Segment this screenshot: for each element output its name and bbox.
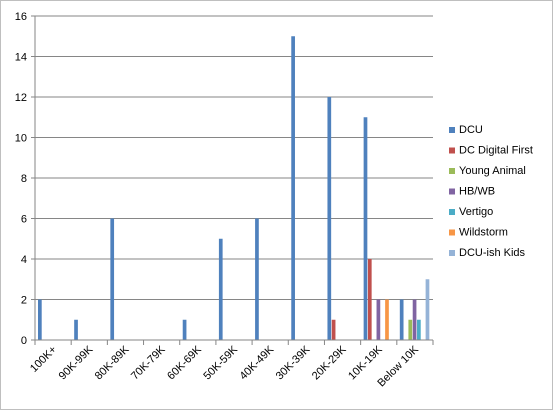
legend-label: DC Digital First [459, 145, 533, 157]
legend-label: HB/WB [459, 186, 495, 198]
x-tick-label: 90K-99K [57, 343, 96, 382]
bar [291, 36, 295, 340]
bar [385, 299, 389, 340]
y-tick-label: 8 [21, 173, 27, 185]
bar [218, 238, 223, 340]
y-tick-label: 6 [21, 214, 27, 226]
bar [38, 299, 42, 340]
y-tick-label: 12 [15, 92, 27, 104]
bar [425, 279, 430, 340]
bar [182, 319, 187, 340]
bar [417, 319, 421, 340]
bar [331, 319, 336, 340]
legend-label: Vertigo [459, 206, 493, 218]
y-tick-label: 2 [21, 295, 27, 307]
bar [412, 299, 417, 340]
x-tick-label: 80K-89K [93, 343, 132, 382]
bar [367, 259, 372, 340]
bar [110, 218, 115, 340]
x-tick-label: 20K-29K [310, 343, 349, 382]
axes [34, 16, 433, 341]
y-tick-label: 4 [21, 254, 27, 266]
legend-swatch [449, 127, 455, 133]
bar [255, 218, 259, 340]
bar [408, 319, 413, 340]
legend-swatch [449, 188, 455, 195]
legend-label: DCU-ish Kids [459, 247, 526, 259]
bar [376, 299, 381, 340]
bar [74, 319, 78, 340]
y-tick-label: 10 [15, 133, 27, 145]
legend-swatch [449, 209, 455, 215]
legend-swatch [449, 250, 455, 256]
bar [363, 117, 368, 340]
legend-label: Wildstorm [459, 227, 508, 239]
x-axis-ticks: 100K+90K-99K80K-89K70K-79K60K-69K50K-59K… [28, 340, 434, 389]
y-tick-label: 0 [21, 335, 27, 347]
x-tick-label: 70K-79K [129, 343, 168, 382]
y-tick-label: 14 [15, 52, 27, 64]
y-tick-label: 16 [15, 11, 27, 23]
legend-label: Young Animal [459, 165, 526, 177]
bars [38, 36, 430, 340]
gridlines [35, 15, 433, 300]
y-axis-ticks: 0 2 4 6 8 10 12 14 16 [15, 11, 35, 347]
bar [327, 97, 332, 340]
legend-swatch [449, 229, 455, 236]
x-tick-label: 100K+ [28, 344, 59, 375]
legend: DCU DC Digital First Young Animal HB/WB Vert… [449, 124, 533, 259]
x-tick-label: 60K-69K [165, 343, 204, 382]
legend-label: DCU [459, 124, 483, 136]
legend-swatch [449, 147, 455, 154]
legend-swatch [449, 168, 455, 174]
bar [399, 299, 404, 340]
x-tick-label: 50K-59K [201, 343, 240, 382]
x-tick-label: 30K-39K [274, 343, 313, 382]
x-tick-label: 40K-49K [238, 343, 277, 382]
